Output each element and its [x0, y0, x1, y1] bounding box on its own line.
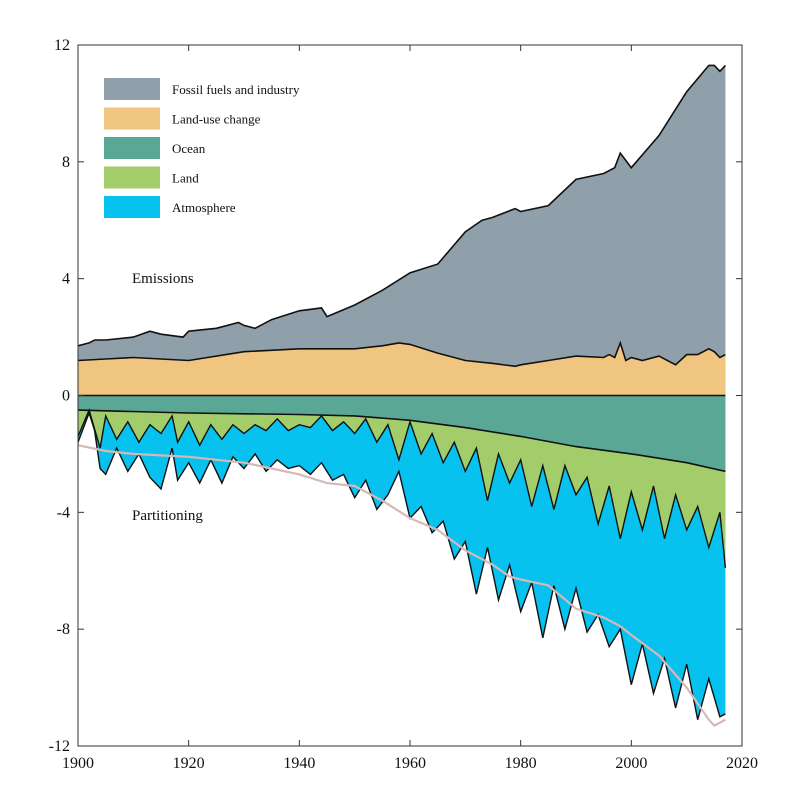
legend-swatch	[104, 107, 160, 130]
legend-swatch	[104, 78, 160, 100]
x-tick-label: 1980	[505, 755, 537, 772]
x-tick-label: 1960	[394, 755, 426, 772]
x-tick-label: 1940	[283, 755, 315, 772]
legend-label: Land-use change	[172, 112, 261, 127]
ocean-line	[77, 409, 726, 473]
partitioning-annotation: Partitioning	[132, 508, 203, 524]
land-sink-line	[77, 408, 727, 568]
total-emissions-line	[77, 64, 726, 347]
x-axis-ticks: 1900 1920 1940 1960 1980 2000 2020	[62, 45, 758, 772]
x-tick-label: 1900	[62, 755, 94, 772]
y-tick-label: 12	[54, 37, 70, 54]
legend-swatch	[104, 166, 160, 189]
y-tick-label: -12	[49, 738, 70, 755]
x-tick-label: 1920	[173, 755, 205, 772]
land-use-line	[77, 340, 726, 368]
legend-swatch	[104, 137, 160, 159]
legend-label: Atmosphere	[172, 200, 236, 215]
legend-label: Fossil fuels and industry	[172, 82, 300, 97]
y-tick-label: 0	[62, 388, 70, 405]
y-tick-label: -4	[57, 504, 70, 521]
legend: Fossil fuels and industry Land-use change…	[104, 78, 300, 218]
fossil-fuels-area	[78, 65, 726, 396]
legend-label: Ocean	[172, 141, 206, 156]
legend-swatch	[104, 196, 160, 218]
emissions-annotation: Emissions	[132, 271, 194, 287]
y-tick-label: -8	[57, 621, 70, 638]
budget-line	[77, 444, 726, 727]
y-tick-label: 4	[62, 271, 70, 288]
legend-label: Land	[172, 171, 199, 186]
atmosphere-line	[77, 410, 726, 720]
land-use-change-area	[78, 342, 726, 396]
y-tick-label: 8	[62, 154, 70, 171]
area-layers	[78, 65, 726, 720]
x-tick-label: 2000	[615, 755, 647, 772]
atmosphere-area	[78, 395, 726, 720]
x-tick-label: 2020	[726, 755, 758, 772]
y-axis-ticks: 12 8 4 0 -4 -8 -12	[49, 37, 742, 755]
ocean-sink-area	[78, 395, 726, 472]
outline-layers	[77, 64, 727, 727]
